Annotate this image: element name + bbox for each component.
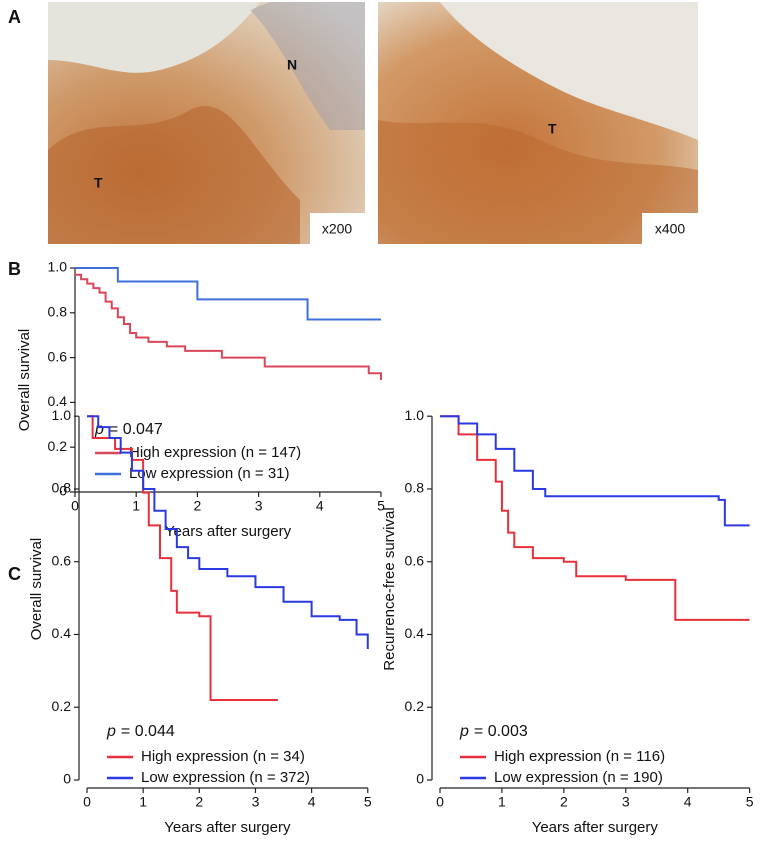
y-axis-label: Recurrence-free survival bbox=[381, 507, 398, 670]
p-number: = 0.047 bbox=[109, 421, 163, 438]
x-tick-label: 2 bbox=[194, 498, 202, 514]
y-tick-label: 0.8 bbox=[48, 304, 68, 320]
x-tick-label: 4 bbox=[308, 794, 316, 810]
panel-label: C bbox=[8, 564, 21, 584]
y-tick-label: 1.0 bbox=[48, 259, 68, 275]
y-tick-label: 0.2 bbox=[52, 698, 72, 714]
x-tick-label: 5 bbox=[746, 794, 754, 810]
panel-label: B bbox=[8, 259, 21, 279]
micrograph: T x400 bbox=[378, 2, 698, 244]
x-tick-label: 4 bbox=[316, 498, 324, 514]
x-tick-label: 2 bbox=[195, 794, 203, 810]
y-tick-label: 0.6 bbox=[52, 552, 72, 568]
x-tick-label: 3 bbox=[252, 794, 260, 810]
y-tick-label: 0.2 bbox=[48, 438, 68, 454]
magnification: x200 bbox=[322, 221, 353, 237]
p-value: p = 0.003 bbox=[459, 723, 528, 740]
legend-label: High expression (n = 116) bbox=[494, 748, 665, 765]
micrograph: N T x200 bbox=[48, 2, 365, 244]
y-tick-label: 0.4 bbox=[48, 393, 68, 409]
image-label: T bbox=[94, 175, 103, 191]
x-tick-label: 5 bbox=[377, 498, 385, 514]
survival-curve bbox=[87, 415, 278, 701]
x-tick-label: 0 bbox=[436, 794, 444, 810]
x-tick-label: 1 bbox=[498, 794, 506, 810]
p-value: p = 0.047 bbox=[94, 421, 163, 438]
y-tick-label: 0 bbox=[63, 771, 71, 787]
y-tick-label: 0.6 bbox=[48, 348, 68, 364]
x-tick-label: 4 bbox=[684, 794, 692, 810]
image-label: N bbox=[287, 57, 297, 73]
x-tick-label: 3 bbox=[622, 794, 630, 810]
panel-label: A bbox=[8, 7, 21, 27]
legend-label: Low expression (n = 31) bbox=[129, 465, 290, 482]
x-tick-label: 2 bbox=[560, 794, 568, 810]
p-number: = 0.003 bbox=[474, 723, 528, 740]
y-tick-label: 0 bbox=[416, 771, 424, 787]
x-tick-label: 3 bbox=[255, 498, 263, 514]
legend-label: High expression (n = 34) bbox=[141, 748, 305, 765]
legend-label: High expression (n = 147) bbox=[129, 444, 301, 461]
p-symbol: p bbox=[94, 421, 104, 438]
x-tick-label: 5 bbox=[364, 794, 372, 810]
x-axis-label: Years after surgery bbox=[165, 523, 292, 540]
p-symbol: p bbox=[106, 723, 116, 740]
x-axis-label: Years after surgery bbox=[532, 819, 659, 836]
y-tick-label: 1.0 bbox=[52, 407, 72, 423]
x-tick-label: 1 bbox=[132, 498, 140, 514]
y-tick-label: 0.4 bbox=[405, 625, 425, 641]
survival-curve bbox=[75, 273, 382, 380]
p-number: = 0.044 bbox=[121, 723, 175, 740]
x-tick-label: 1 bbox=[139, 794, 147, 810]
x-tick-label: 0 bbox=[71, 498, 79, 514]
y-tick-label: 0.4 bbox=[52, 625, 72, 641]
survival-curve bbox=[75, 267, 381, 321]
y-axis-label: Overall survival bbox=[16, 329, 33, 432]
image-label: T bbox=[548, 121, 557, 137]
y-tick-label: 0.8 bbox=[405, 480, 425, 496]
legend-label: Low expression (n = 190) bbox=[494, 769, 663, 786]
p-symbol: p bbox=[459, 723, 469, 740]
y-tick-label: 0.2 bbox=[405, 698, 425, 714]
x-axis-label: Years after surgery bbox=[164, 819, 291, 836]
survival-curve bbox=[440, 415, 750, 527]
magnification: x400 bbox=[655, 221, 686, 237]
x-tick-label: 0 bbox=[83, 794, 91, 810]
y-axis-label: Overall survival bbox=[28, 538, 45, 641]
y-tick-label: 1.0 bbox=[405, 407, 425, 423]
y-tick-label: 0 bbox=[59, 483, 67, 499]
survival-curve bbox=[440, 415, 750, 621]
p-value: p = 0.044 bbox=[106, 723, 175, 740]
y-tick-label: 0.6 bbox=[405, 552, 425, 568]
legend-label: Low expression (n = 372) bbox=[141, 769, 310, 786]
survival-curve bbox=[87, 415, 369, 650]
y-tick-label: 0.8 bbox=[52, 480, 72, 496]
